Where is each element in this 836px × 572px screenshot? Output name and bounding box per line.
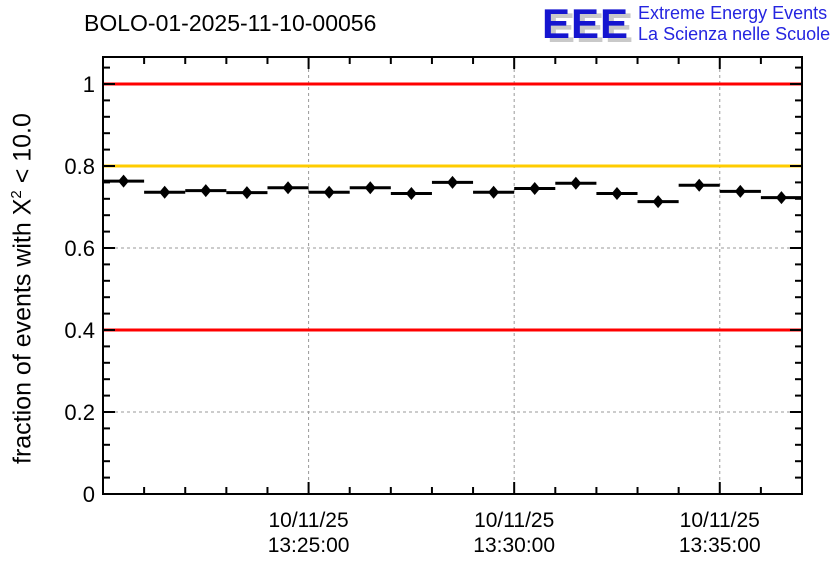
data-point-marker (529, 182, 541, 196)
y-tick-label: 0.6 (64, 236, 95, 261)
data-point-marker (652, 195, 664, 209)
y-tick-label: 0.4 (64, 318, 95, 343)
eee-logo-line1: Extreme Energy Events (638, 3, 828, 23)
x-tick-label-time: 13:25:00 (268, 534, 350, 557)
data-point-marker (488, 185, 500, 199)
eee-logo-acronym: EEE (542, 0, 630, 47)
data-point-marker (775, 191, 787, 205)
data-point-marker (118, 174, 130, 188)
data-point-marker (364, 181, 376, 195)
y-axis-title-post: < 10.0 (8, 113, 37, 191)
data-point-marker (693, 178, 705, 192)
eee-logo-text: Extreme Energy Events La Scienza nelle S… (638, 3, 830, 45)
x-tick-label-time: 13:30:00 (473, 534, 555, 557)
x-tick-label-date: 10/11/25 (268, 509, 348, 532)
y-axis-title-sup: 2 (8, 190, 25, 199)
y-tick-label: 0.8 (64, 154, 95, 179)
y-axis-title: fraction of events with X2 < 10.0 (8, 113, 37, 464)
chart-title: BOLO-01-2025-11-10-00056 (84, 10, 377, 36)
data-point-marker (611, 186, 623, 200)
data-point-marker (323, 185, 335, 199)
data-point-marker (200, 184, 212, 198)
x-tick-label-date: 10/11/25 (474, 509, 554, 532)
eee-logo-line2: La Scienza nelle Scuole (638, 24, 831, 44)
y-tick-label: 0.2 (64, 400, 95, 425)
data-point-marker (405, 186, 417, 200)
eee-logo: EEE Extreme Energy Events La Scienza nel… (542, 3, 830, 45)
y-tick-label: 1 (83, 72, 95, 97)
data-point-marker (570, 176, 582, 190)
x-tick-label-time: 13:35:00 (679, 534, 761, 557)
plot-frame (102, 56, 803, 495)
x-tick-label-date: 10/11/25 (680, 509, 760, 532)
y-axis-title-pre: fraction of events with X (8, 198, 37, 464)
data-point-marker (734, 184, 746, 198)
data-point-marker (241, 186, 253, 200)
data-point-marker (447, 175, 458, 189)
data-point-marker (159, 185, 171, 199)
y-tick-label: 0 (83, 482, 95, 507)
data-point-marker (282, 181, 294, 195)
